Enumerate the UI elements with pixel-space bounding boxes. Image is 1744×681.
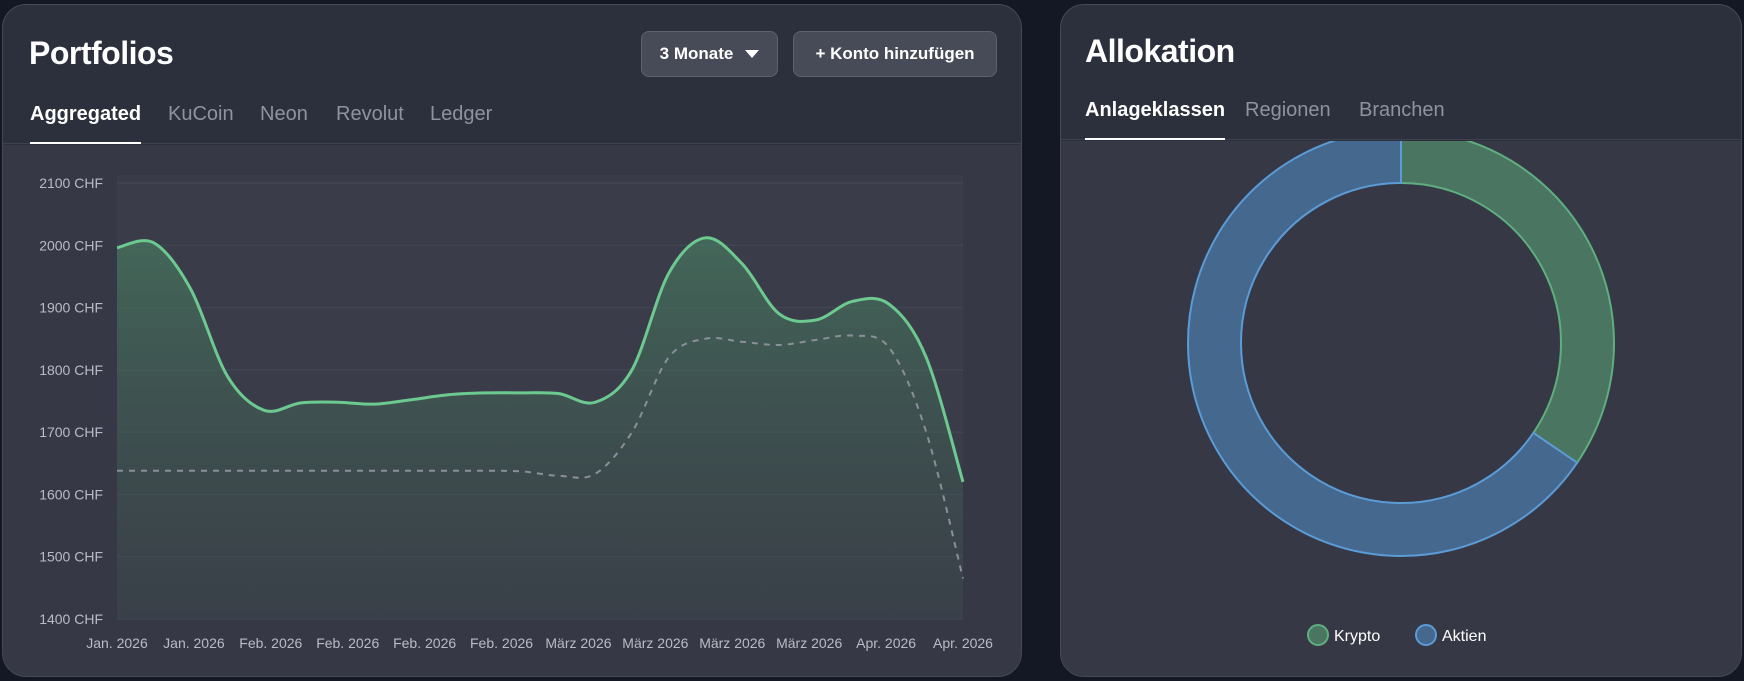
- x-tick-label: Feb. 2026: [316, 635, 379, 651]
- y-tick-label: 2000 CHF: [39, 237, 103, 253]
- legend-swatch-aktien: [1415, 624, 1437, 646]
- tab-revolut[interactable]: Revolut: [336, 103, 404, 125]
- series-line-portfolio-value: [116, 236, 965, 483]
- allocation-chart-panel: Krypto Aktien: [1061, 128, 1741, 676]
- tab-aggregated[interactable]: Aggregated: [30, 103, 142, 144]
- donut-slice-krypto[interactable]: [1400, 128, 1615, 465]
- allocation-donut-chart: Krypto Aktien: [1187, 128, 1615, 646]
- tab-regions[interactable]: Regionen: [1245, 99, 1331, 121]
- series-area-fill: [117, 237, 963, 620]
- tab-kucoin[interactable]: KuCoin: [168, 103, 234, 125]
- x-tick-label: Apr. 2026: [856, 635, 916, 651]
- tab-neon[interactable]: Neon: [260, 103, 308, 125]
- y-tick-label: 1400 CHF: [39, 611, 103, 627]
- x-tick-label: März 2026: [622, 635, 688, 651]
- tab-asset-classes[interactable]: Anlageklassen: [1085, 99, 1226, 140]
- add-account-button[interactable]: + Konto hinzufügen: [793, 31, 997, 77]
- x-tick-label: Apr. 2026: [933, 635, 993, 651]
- y-tick-label: 2100 CHF: [39, 175, 103, 191]
- portfolios-title: Portfolios: [29, 35, 174, 71]
- x-tick-label: März 2026: [776, 635, 842, 651]
- x-tick-label: Jan. 2026: [86, 635, 148, 651]
- allocation-card: Allokation Anlageklassen Regionen Branch…: [1060, 4, 1742, 677]
- legend-label-krypto: Krypto: [1334, 628, 1380, 645]
- time-range-dropdown[interactable]: 3 Monate: [641, 31, 778, 77]
- tab-ledger[interactable]: Ledger: [430, 103, 493, 125]
- x-tick-label: Feb. 2026: [239, 635, 302, 651]
- x-tick-label: März 2026: [545, 635, 611, 651]
- x-tick-label: Feb. 2026: [470, 635, 533, 651]
- y-tick-label: 1700 CHF: [39, 424, 103, 440]
- x-tick-label: Jan. 2026: [163, 635, 225, 651]
- series-line-comparison: [117, 334, 964, 579]
- legend-swatch-krypto: [1307, 624, 1329, 646]
- portfolio-value-chart: 2100 CHF 2000 CHF 1900 CHF 1800 CHF 1700 CHF…: [39, 175, 993, 651]
- portfolios-card: Portfolios 3 Monate + Konto hinzufügen A…: [2, 4, 1022, 677]
- time-range-label: 3 Monate: [659, 44, 734, 63]
- x-tick-label: Feb. 2026: [393, 635, 456, 651]
- x-tick-label: März 2026: [699, 635, 765, 651]
- legend-label-aktien: Aktien: [1442, 628, 1486, 645]
- y-tick-label: 1900 CHF: [39, 300, 103, 316]
- portfolio-chart-panel: 2100 CHF 2000 CHF 1900 CHF 1800 CHF 1700 CHF…: [3, 145, 1021, 676]
- caret-down-icon: [745, 50, 760, 58]
- y-tick-label: 1600 CHF: [39, 486, 103, 502]
- y-tick-label: 1500 CHF: [39, 549, 103, 565]
- allocation-title: Allokation: [1085, 33, 1235, 69]
- tab-sectors[interactable]: Branchen: [1359, 99, 1445, 121]
- y-tick-label: 1800 CHF: [39, 362, 103, 378]
- portfolio-tabs: Aggregated KuCoin Neon Revolut Ledger: [3, 103, 1021, 144]
- allocation-tabs: Anlageklassen Regionen Branchen: [1061, 99, 1741, 140]
